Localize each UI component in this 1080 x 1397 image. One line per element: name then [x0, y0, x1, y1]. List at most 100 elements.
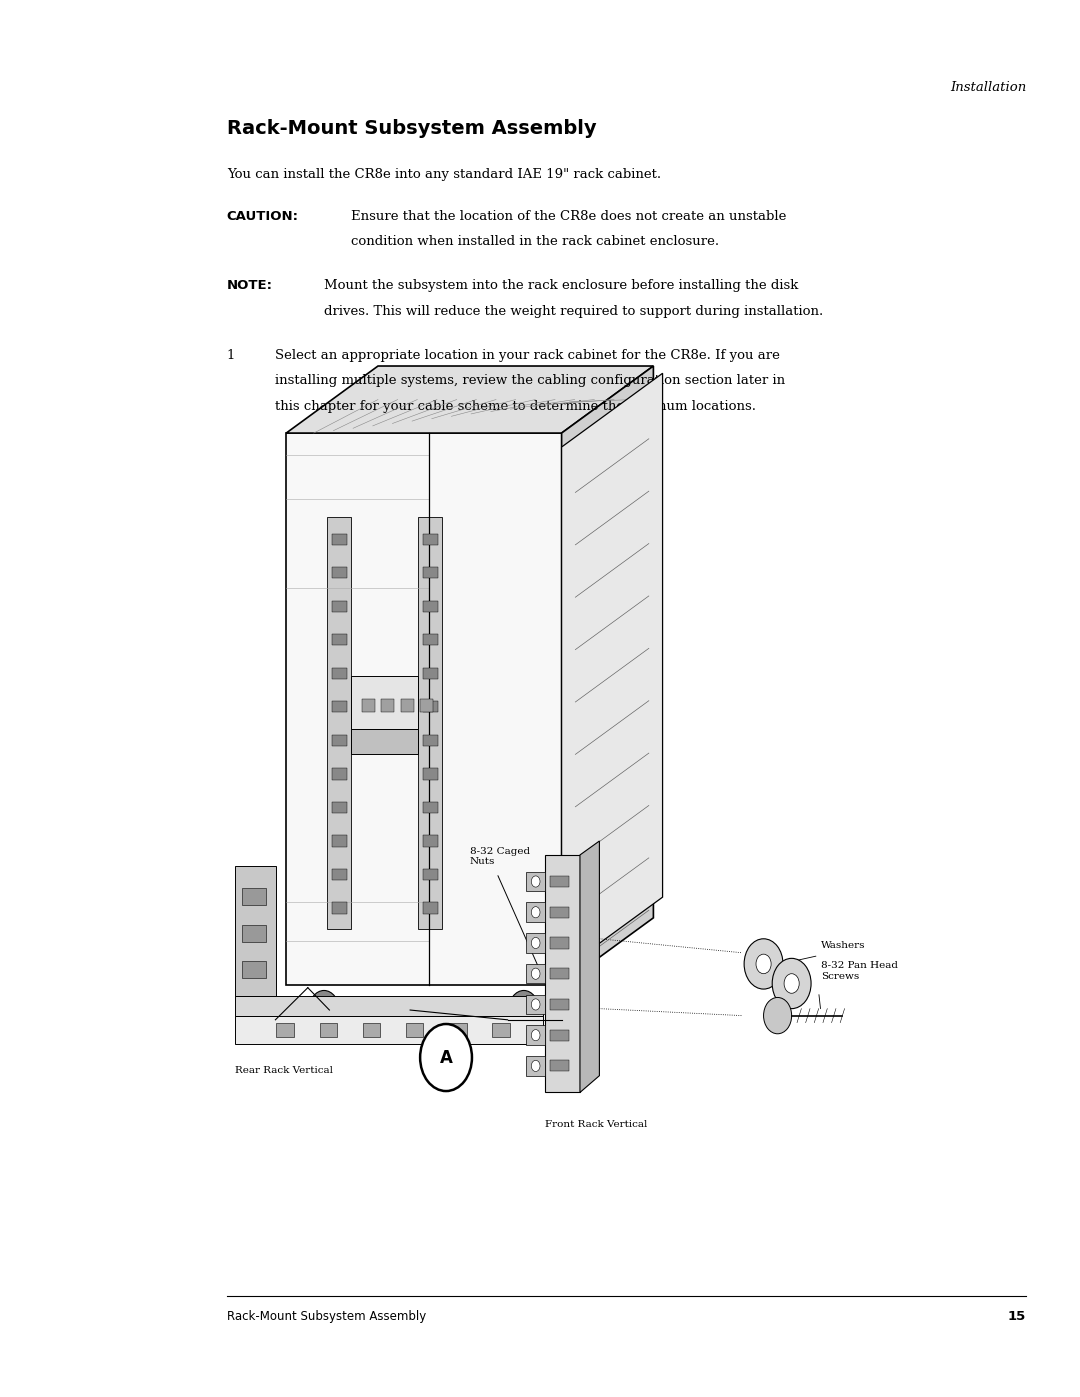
- Text: A: A: [440, 1049, 453, 1066]
- Text: Mount the subsystem into the rack enclosure before installing the disk: Mount the subsystem into the rack enclos…: [324, 279, 798, 292]
- Circle shape: [764, 997, 792, 1034]
- Text: Rack-Mount Subsystem Assembly: Rack-Mount Subsystem Assembly: [227, 119, 596, 138]
- Bar: [332, 567, 347, 578]
- Bar: [422, 534, 437, 545]
- Bar: [420, 698, 433, 712]
- Bar: [422, 735, 437, 746]
- Bar: [332, 634, 347, 645]
- Polygon shape: [526, 902, 545, 922]
- Bar: [550, 968, 569, 979]
- Polygon shape: [526, 933, 545, 953]
- Bar: [422, 768, 437, 780]
- Bar: [550, 937, 569, 949]
- Polygon shape: [562, 373, 663, 971]
- Polygon shape: [235, 866, 276, 996]
- Bar: [422, 802, 437, 813]
- Circle shape: [531, 876, 540, 887]
- Text: Installation: Installation: [949, 81, 1026, 94]
- Polygon shape: [327, 517, 351, 929]
- Circle shape: [531, 907, 540, 918]
- Circle shape: [531, 968, 540, 979]
- Bar: [320, 1023, 337, 1037]
- Text: Front Rack Vertical: Front Rack Vertical: [545, 1120, 648, 1129]
- Text: 8-32 Caged
Nuts: 8-32 Caged Nuts: [470, 847, 530, 866]
- Circle shape: [784, 974, 799, 993]
- Text: CAUTION:: CAUTION:: [227, 210, 299, 222]
- Bar: [422, 701, 437, 712]
- Text: Rack-Mount Subsystem Assembly: Rack-Mount Subsystem Assembly: [227, 1310, 426, 1323]
- Bar: [381, 698, 394, 712]
- Bar: [422, 634, 437, 645]
- Bar: [332, 534, 347, 545]
- Polygon shape: [562, 366, 653, 985]
- Polygon shape: [526, 964, 545, 983]
- Polygon shape: [286, 366, 653, 433]
- Bar: [422, 668, 437, 679]
- Polygon shape: [526, 1056, 545, 1076]
- Polygon shape: [235, 1016, 543, 1044]
- Bar: [550, 1030, 569, 1041]
- Circle shape: [772, 958, 811, 1009]
- Bar: [550, 907, 569, 918]
- Bar: [242, 888, 266, 905]
- Bar: [332, 701, 347, 712]
- Circle shape: [509, 990, 539, 1030]
- Text: this chapter for your cable scheme to determine the optimum locations.: this chapter for your cable scheme to de…: [275, 400, 756, 412]
- Polygon shape: [545, 855, 580, 1092]
- Bar: [242, 925, 266, 942]
- Text: Washers: Washers: [821, 942, 865, 950]
- Bar: [332, 835, 347, 847]
- Polygon shape: [351, 676, 418, 729]
- Polygon shape: [418, 517, 442, 929]
- Polygon shape: [351, 729, 418, 754]
- Bar: [406, 1023, 423, 1037]
- Bar: [449, 1023, 467, 1037]
- Bar: [422, 869, 437, 880]
- Text: NOTE:: NOTE:: [227, 279, 273, 292]
- Text: You can install the CR8e into any standard IAE 19" rack cabinet.: You can install the CR8e into any standa…: [227, 168, 661, 180]
- Bar: [276, 1023, 294, 1037]
- Bar: [422, 835, 437, 847]
- Bar: [362, 698, 375, 712]
- Polygon shape: [235, 996, 543, 1016]
- Text: installing multiple systems, review the cabling configuration section later in: installing multiple systems, review the …: [275, 374, 785, 387]
- Bar: [332, 601, 347, 612]
- Text: Select an appropriate location in your rack cabinet for the CR8e. If you are: Select an appropriate location in your r…: [275, 349, 780, 362]
- Text: drives. This will reduce the weight required to support during installation.: drives. This will reduce the weight requ…: [324, 305, 823, 317]
- Polygon shape: [580, 841, 599, 1092]
- Text: 15: 15: [1008, 1310, 1026, 1323]
- Bar: [332, 802, 347, 813]
- Circle shape: [531, 1060, 540, 1071]
- Bar: [332, 768, 347, 780]
- Text: Rear Rack Vertical: Rear Rack Vertical: [235, 1066, 334, 1074]
- Circle shape: [531, 937, 540, 949]
- Bar: [422, 902, 437, 914]
- Text: 1: 1: [227, 349, 235, 362]
- Bar: [550, 876, 569, 887]
- Circle shape: [309, 990, 339, 1030]
- Circle shape: [756, 954, 771, 974]
- Polygon shape: [526, 872, 545, 891]
- Circle shape: [531, 999, 540, 1010]
- Circle shape: [420, 1024, 472, 1091]
- Polygon shape: [526, 1025, 545, 1045]
- Bar: [332, 869, 347, 880]
- Text: Ensure that the location of the CR8e does not create an unstable: Ensure that the location of the CR8e doe…: [351, 210, 786, 222]
- Bar: [422, 567, 437, 578]
- Bar: [550, 999, 569, 1010]
- Bar: [332, 735, 347, 746]
- Bar: [550, 1060, 569, 1071]
- Bar: [363, 1023, 380, 1037]
- Bar: [332, 668, 347, 679]
- Polygon shape: [286, 433, 562, 985]
- Bar: [422, 601, 437, 612]
- Bar: [401, 698, 414, 712]
- Bar: [242, 961, 266, 978]
- Bar: [332, 902, 347, 914]
- Text: 8-32 Pan Head
Screws: 8-32 Pan Head Screws: [821, 961, 897, 981]
- Polygon shape: [526, 995, 545, 1014]
- Circle shape: [744, 939, 783, 989]
- Bar: [492, 1023, 510, 1037]
- Text: condition when installed in the rack cabinet enclosure.: condition when installed in the rack cab…: [351, 235, 719, 247]
- Circle shape: [531, 1030, 540, 1041]
